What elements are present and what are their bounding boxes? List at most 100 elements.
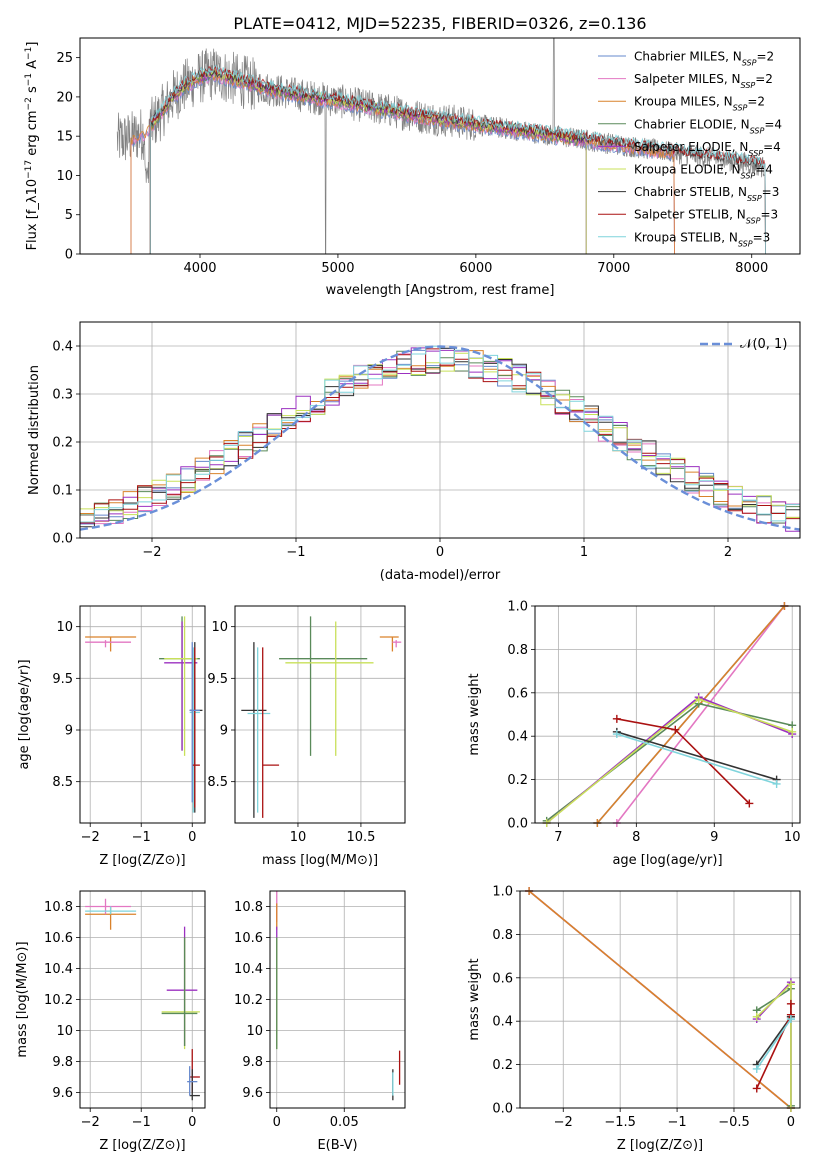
panel-mass-age: 10 10.5 8.5 9 9.5 10 mass [log(M/M⊙)] <box>207 605 406 868</box>
y-tick-label: 10 <box>56 169 73 184</box>
axes-frame <box>79 37 801 255</box>
x-tick-label: 5000 <box>321 261 354 276</box>
y-tick-label: 0.0 <box>507 817 528 832</box>
y-axis-label: mass weight <box>467 958 482 1040</box>
y-tick-label: 25 <box>56 51 73 66</box>
y-tick-label: 20 <box>56 90 73 105</box>
axes-frame <box>79 605 206 824</box>
weight-marker <box>786 980 795 989</box>
y-tick-label: 0.6 <box>492 971 513 986</box>
y-tick-label: 0.2 <box>492 1058 513 1073</box>
x-tick-label: 2 <box>724 545 732 560</box>
legend-label: 𝒩(0, 1) <box>740 337 787 352</box>
y-tick-label: 0.6 <box>507 686 528 701</box>
legend-label: Salpeter MILES, NSSP=2 <box>634 72 773 90</box>
weight-line <box>616 733 777 785</box>
model-spectrum <box>130 74 675 254</box>
mass-age-plot-area <box>241 616 402 818</box>
observed-spectrum <box>116 38 766 254</box>
y-tick-label: 0.0 <box>52 532 73 547</box>
legend: Chabrier MILES, NSSP=2 Salpeter MILES, NS… <box>598 50 782 248</box>
weight-line <box>546 698 793 824</box>
weight-marker <box>772 779 781 788</box>
x-tick-label: 9 <box>710 830 718 845</box>
axes-frame <box>79 321 801 539</box>
x-axis-label: (data-model)/error <box>380 568 501 583</box>
x-tick-label: −1 <box>667 1115 686 1130</box>
x-tick-label: −1 <box>132 830 151 845</box>
y-tick-label: 0 <box>65 248 73 263</box>
y-tick-label: 5 <box>65 208 73 223</box>
weight-line <box>546 696 793 824</box>
weight-marker <box>786 1015 795 1024</box>
y-tick-label: 8.5 <box>52 775 73 790</box>
weight-line <box>528 890 792 1109</box>
residual-histogram <box>80 345 800 523</box>
weight-line <box>755 1003 792 1089</box>
y-tick-label: 10.8 <box>234 900 263 915</box>
x-tick-label: 0 <box>188 1115 196 1130</box>
x-tick-label: 8000 <box>735 261 768 276</box>
y-tick-label: 0.3 <box>52 388 73 403</box>
axes-frame <box>79 890 206 1109</box>
panel-z-mass: −2 −1 0 9.6 9.8 10 10.2 10.4 10.6 10.8 Z [log(Z/Z⊙… <box>15 890 206 1153</box>
y-tick-label: 9.8 <box>242 1055 263 1070</box>
x-tick-label: −2 <box>81 1115 100 1130</box>
weight-marker <box>752 1012 761 1021</box>
panel-z-weight: −2 −1.5 −1 −0.5 0 0.0 0.2 0.4 0.6 0.8 1.0 Z [log(Z/… <box>467 885 801 1153</box>
panel-age-weight: 7 8 9 10 0.0 0.2 0.4 0.6 0.8 1.0 age [log(age/yr)]… <box>467 600 801 868</box>
y-axis-label: Flux [f_λ10−17 erg cm−2 s−1 A−1] <box>24 42 40 251</box>
ebv-mass-plot-area <box>276 891 401 1101</box>
y-tick-label: 0.0 <box>492 1102 513 1117</box>
x-tick-label: −2 <box>81 830 100 845</box>
weight-line <box>756 1016 792 1066</box>
x-axis-label: age [log(age/yr)] <box>612 853 722 868</box>
x-axis-label: mass [log(M/M⊙)] <box>262 853 378 868</box>
y-axis-label: mass [log(M/M⊙)] <box>15 941 30 1057</box>
weight-marker <box>694 695 703 704</box>
x-tick-label: 7000 <box>597 261 630 276</box>
axes-frame <box>269 890 406 1109</box>
weight-marker <box>671 725 680 734</box>
y-tick-label: 10 <box>56 620 73 635</box>
y-tick-label: 15 <box>56 130 73 145</box>
axes-frame <box>234 605 406 824</box>
y-axis-label: Normed distribution <box>27 365 42 495</box>
y-tick-label: 1.0 <box>507 600 528 615</box>
x-axis-label: E(B-V) <box>317 1138 357 1153</box>
y-tick-label: 10.6 <box>44 931 73 946</box>
x-tick-label: −1 <box>132 1115 151 1130</box>
x-tick-label: −2 <box>554 1115 573 1130</box>
age-weight-plot-area <box>542 602 797 827</box>
y-tick-label: 9 <box>65 724 73 739</box>
legend-label: Kroupa MILES, NSSP=2 <box>634 95 765 113</box>
weight-marker <box>745 799 754 808</box>
x-tick-label: −1.5 <box>604 1115 636 1130</box>
legend-label: Kroupa ELODIE, NSSP=4 <box>634 163 773 181</box>
y-tick-label: 9.5 <box>52 672 73 687</box>
x-tick-label: 4000 <box>183 261 216 276</box>
legend-label: Chabrier MILES, NSSP=2 <box>634 50 774 68</box>
figure-title: PLATE=0412, MJD=52235, FIBERID=0326, z=0… <box>233 14 646 33</box>
x-tick-label: 0 <box>188 830 196 845</box>
weight-marker <box>788 727 797 736</box>
y-tick-label: 10.2 <box>234 993 263 1008</box>
legend-label: Chabrier STELIB, NSSP=3 <box>634 185 779 203</box>
y-tick-label: 0.8 <box>507 643 528 658</box>
x-tick-label: 0 <box>273 1115 281 1130</box>
normal-curve <box>80 345 800 531</box>
x-tick-label: 10 <box>784 830 801 845</box>
panel-spectrum: 4000 5000 6000 7000 8000 0 5 10 15 20 25 wavelength… <box>24 37 801 298</box>
panel-ebv-mass: 0 0.05 9.6 9.8 10 10.2 10.4 10.6 10.8 E(B-V) <box>234 890 406 1153</box>
y-tick-label: 10.4 <box>234 962 263 977</box>
x-tick-label: −1 <box>286 545 305 560</box>
x-axis-label: Z [log(Z/Z⊙)] <box>99 853 185 868</box>
x-tick-label: 7 <box>554 830 562 845</box>
weight-marker <box>752 1064 761 1073</box>
y-tick-label: 8.5 <box>207 775 228 790</box>
x-axis-label: Z [log(Z/Z⊙)] <box>99 1138 185 1153</box>
x-axis-label: wavelength [Angstrom, rest frame] <box>326 283 555 298</box>
legend-label: Salpeter STELIB, NSSP=3 <box>634 208 778 226</box>
model-spectrum <box>130 72 675 254</box>
